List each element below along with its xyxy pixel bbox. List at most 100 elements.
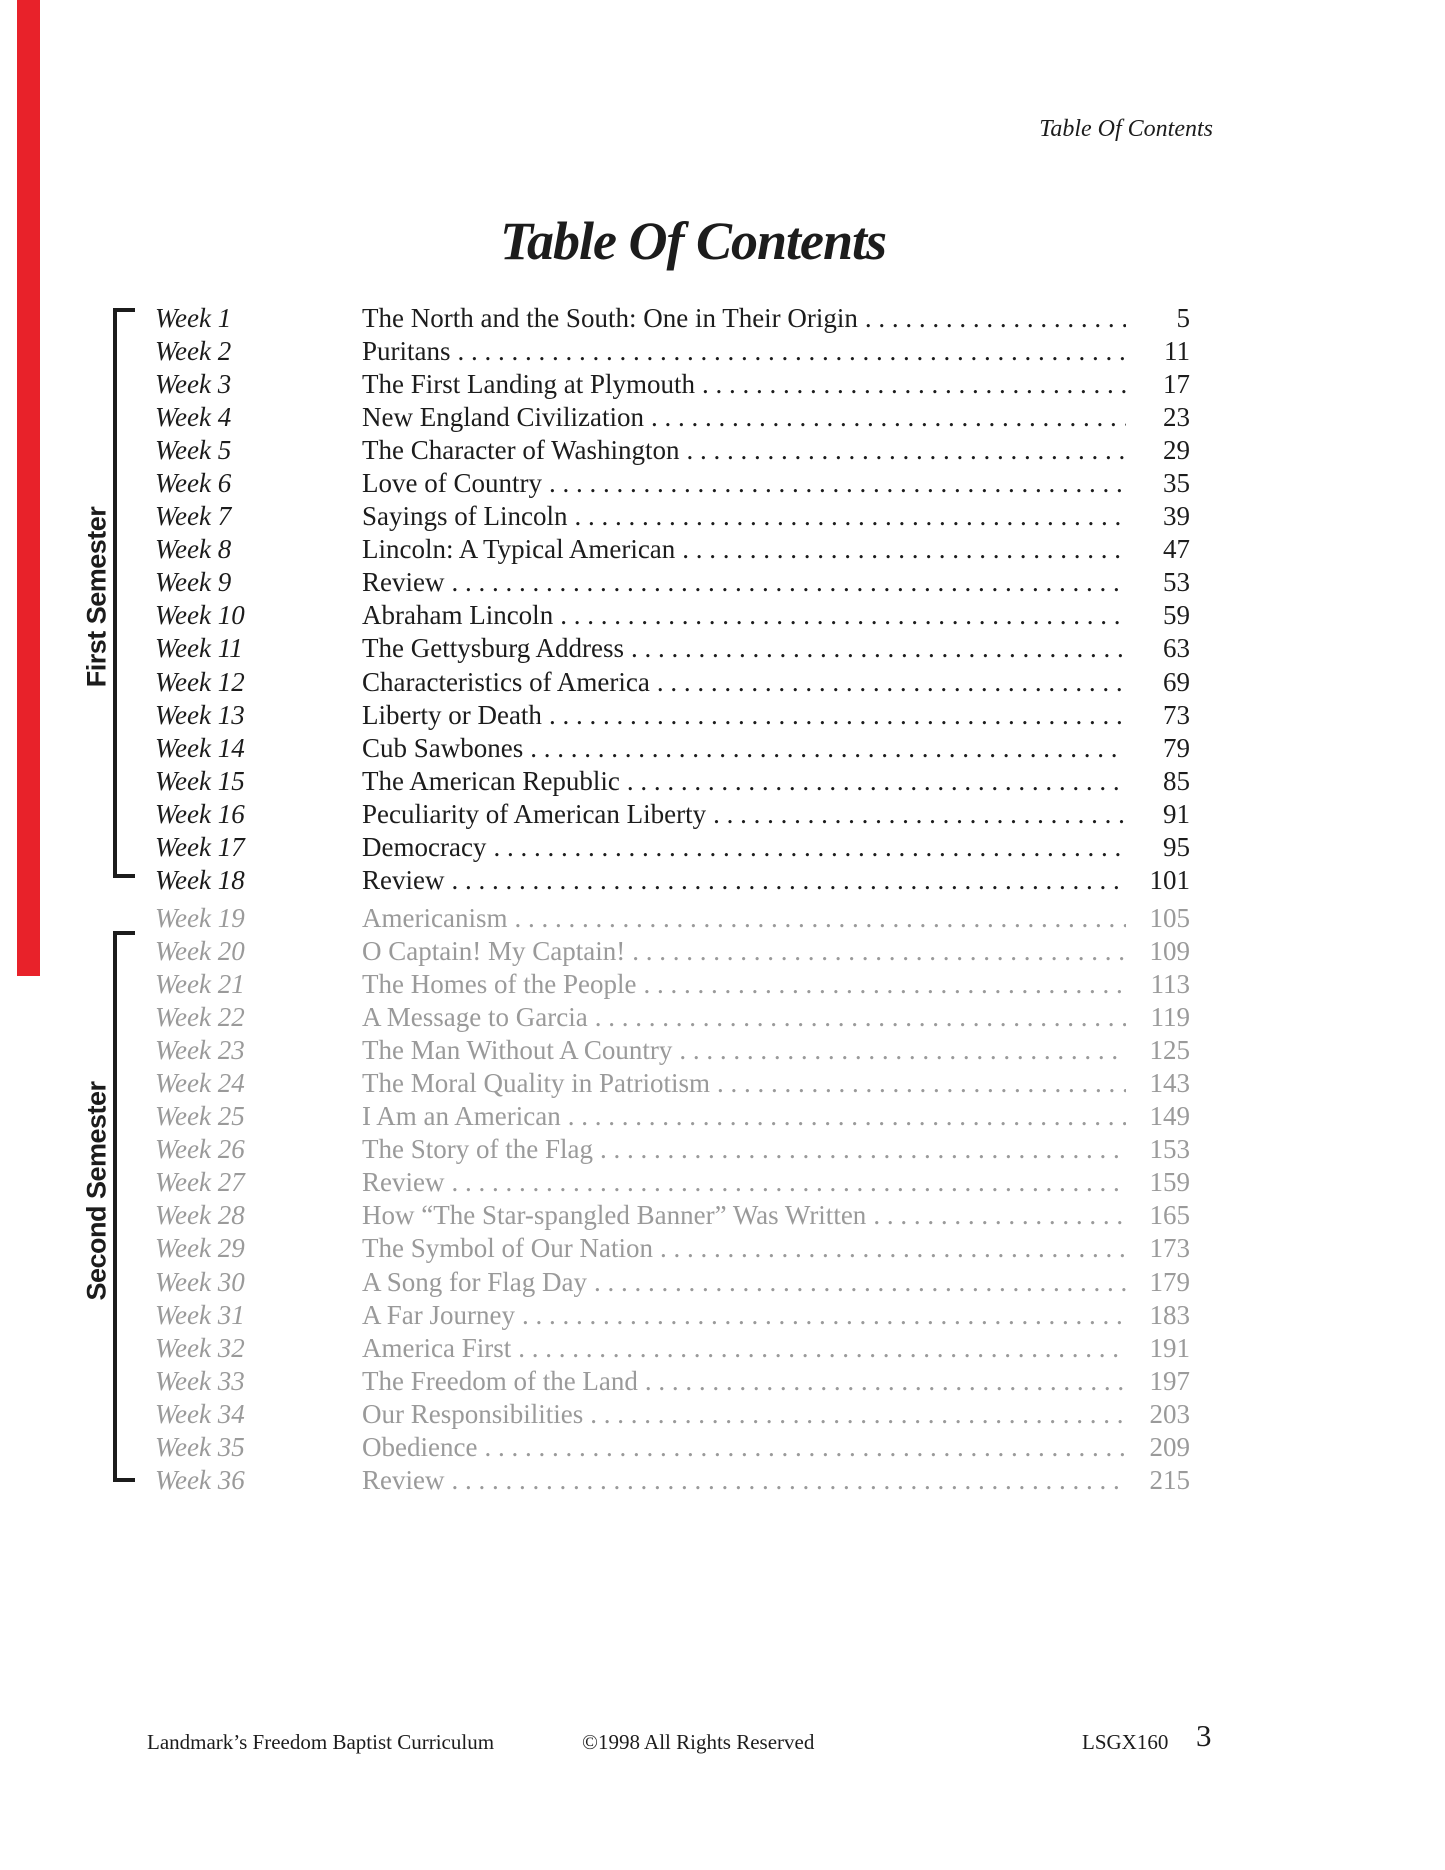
week-label: Week 31	[155, 1299, 245, 1330]
second-semester-bracket	[113, 931, 135, 1482]
toc-row: Week 9 Review. . . . . . . . . . . . . . …	[155, 566, 1190, 599]
toc-row: Week 1 The North and the South: One in Th…	[155, 302, 1190, 335]
lesson-title: Review	[362, 1464, 445, 1495]
lesson-title: Cub Sawbones	[362, 732, 524, 763]
dot-leader: . . . . . . . . . . . . . . . . . . . . …	[682, 534, 1126, 565]
dot-leader: . . . . . . . . . . . . . . . . . . . . …	[451, 864, 1126, 895]
week-label: Week 8	[155, 534, 232, 565]
dot-leader: . . . . . . . . . . . . . . . . . . . . …	[864, 303, 1126, 333]
toc-row: Week 29 The Symbol of Our Nation. . . . .…	[155, 1232, 1190, 1265]
dot-leader: . . . . . . . . . . . . . . . . . . . . …	[686, 435, 1126, 466]
page-number: 11	[1164, 336, 1190, 367]
lesson-title: The Character of Washington	[362, 435, 680, 466]
page-number: 215	[1149, 1464, 1191, 1495]
footer-publisher: Landmark’s Freedom Baptist Curriculum	[147, 1730, 495, 1754]
page-number: 63	[1163, 633, 1190, 664]
toc-row: Week 20 O Captain! My Captain!. . . . . .…	[155, 935, 1190, 968]
week-label: Week 22	[155, 1002, 245, 1033]
week-label: Week 11	[155, 633, 243, 664]
toc-row: Week 33 The Freedom of the Land. . . . . …	[155, 1365, 1190, 1398]
page-number: 59	[1163, 600, 1190, 631]
page-number: 17	[1163, 369, 1190, 400]
dot-leader: . . . . . . . . . . . . . . . . . . . . …	[594, 1002, 1126, 1033]
second-semester-rows: Week 19 Americanism. . . . . . . . . . . …	[155, 902, 1190, 1497]
footer-copyright: ©1998 All Rights Reserved	[582, 1730, 815, 1754]
dot-leader: . . . . . . . . . . . . . . . . . . . . …	[518, 1332, 1126, 1363]
week-label: Week 33	[155, 1365, 245, 1396]
lesson-title: The American Republic	[362, 765, 620, 796]
dot-leader: . . . . . . . . . . . . . . . . . . . . …	[560, 600, 1126, 631]
toc-row: Week 27 Review. . . . . . . . . . . . . .…	[155, 1166, 1190, 1199]
week-label: Week 2	[155, 336, 232, 367]
dot-leader: . . . . . . . . . . . . . . . . . . . . …	[656, 666, 1126, 697]
lesson-title: Review	[362, 864, 445, 895]
week-label: Week 23	[155, 1035, 245, 1066]
page-number: 29	[1163, 435, 1190, 466]
toc-row: Week 15 The American Republic. . . . . . …	[155, 765, 1190, 798]
lesson-title: Sayings of Lincoln	[362, 501, 568, 532]
lesson-title: America First	[362, 1332, 512, 1363]
toc-row: Week 5 The Character of Washington. . . .…	[155, 434, 1190, 467]
page-number: 109	[1149, 936, 1191, 967]
page-number: 149	[1149, 1101, 1191, 1132]
lesson-title: The First Landing at Plymouth	[362, 369, 695, 400]
lesson-title: Abraham Lincoln	[362, 600, 554, 631]
lesson-title: The Story of the Flag	[362, 1134, 593, 1165]
week-label: Week 28	[155, 1200, 245, 1231]
toc-row: Week 18 Review. . . . . . . . . . . . . .…	[155, 864, 1190, 897]
lesson-title: The Man Without A Country	[362, 1035, 673, 1066]
week-label: Week 10	[155, 600, 245, 631]
lesson-title: Love of Country	[362, 468, 542, 499]
lesson-title: Review	[362, 1167, 445, 1198]
toc-row: Week 12 Characteristics of America. . . .…	[155, 666, 1190, 699]
page-number: 23	[1163, 402, 1190, 433]
lesson-title: Americanism	[362, 903, 508, 933]
lesson-title: Democracy	[362, 831, 487, 862]
lesson-title: The Moral Quality in Patriotism	[362, 1068, 710, 1099]
toc-row: Week 4 New England Civilization. . . . . …	[155, 401, 1190, 434]
running-header: Table Of Contents	[1039, 116, 1213, 142]
page-number: 197	[1149, 1365, 1191, 1396]
dot-leader: . . . . . . . . . . . . . . . . . . . . …	[590, 1398, 1126, 1429]
page-number: 203	[1149, 1398, 1191, 1429]
dot-leader: . . . . . . . . . . . . . . . . . . . . …	[644, 1365, 1126, 1396]
first-semester-rows: Week 1 The North and the South: One in Th…	[155, 302, 1190, 897]
week-label: Week 20	[155, 936, 245, 967]
dot-leader: . . . . . . . . . . . . . . . . . . . . …	[457, 336, 1126, 367]
page-number: 119	[1150, 1002, 1191, 1033]
lesson-title: A Song for Flag Day	[362, 1266, 587, 1297]
toc-row: Week 34 Our Responsibilities. . . . . . .…	[155, 1398, 1190, 1431]
page-number: 5	[1176, 303, 1191, 333]
toc-row: Week 19 Americanism. . . . . . . . . . . …	[155, 902, 1190, 935]
week-label: Week 14	[155, 732, 245, 763]
toc-row: Week 8 Lincoln: A Typical American. . . .…	[155, 533, 1190, 566]
page-number: 105	[1149, 903, 1191, 933]
page-number: 159	[1149, 1167, 1191, 1198]
lesson-title: A Far Journey	[362, 1299, 515, 1330]
toc-row: Week 16 Peculiarity of American Liberty. …	[155, 798, 1190, 831]
dot-leader: . . . . . . . . . . . . . . . . . . . . …	[650, 402, 1126, 433]
dot-leader: . . . . . . . . . . . . . . . . . . . . …	[567, 1101, 1126, 1132]
page-number: 95	[1163, 831, 1190, 862]
week-label: Week 16	[155, 798, 245, 829]
dot-leader: . . . . . . . . . . . . . . . . . . . . …	[493, 831, 1126, 862]
lesson-title: Lincoln: A Typical American	[362, 534, 676, 565]
week-label: Week 36	[155, 1464, 245, 1495]
page-number: 101	[1149, 864, 1191, 895]
page-number: 73	[1163, 699, 1190, 730]
toc-row: Week 7 Sayings of Lincoln. . . . . . . . …	[155, 500, 1190, 533]
toc-row: Week 6 Love of Country. . . . . . . . . .…	[155, 467, 1190, 500]
lesson-title: Characteristics of America	[362, 666, 650, 697]
dot-leader: . . . . . . . . . . . . . . . . . . . . …	[701, 369, 1126, 400]
week-label: Week 34	[155, 1398, 245, 1429]
dot-leader: . . . . . . . . . . . . . . . . . . . . …	[632, 936, 1126, 967]
toc-row: Week 3 The First Landing at Plymouth. . .…	[155, 368, 1190, 401]
dot-leader: . . . . . . . . . . . . . . . . . . . . …	[451, 1167, 1126, 1198]
lesson-title: How “The Star-spangled Banner” Was Writt…	[362, 1200, 867, 1231]
dot-leader: . . . . . . . . . . . . . . . . . . . . …	[630, 633, 1126, 664]
page-number: 165	[1149, 1200, 1191, 1231]
dot-leader: . . . . . . . . . . . . . . . . . . . . …	[716, 1068, 1126, 1099]
week-label: Week 4	[155, 402, 232, 433]
page-number: 47	[1163, 534, 1190, 565]
page-number: 173	[1149, 1233, 1191, 1264]
